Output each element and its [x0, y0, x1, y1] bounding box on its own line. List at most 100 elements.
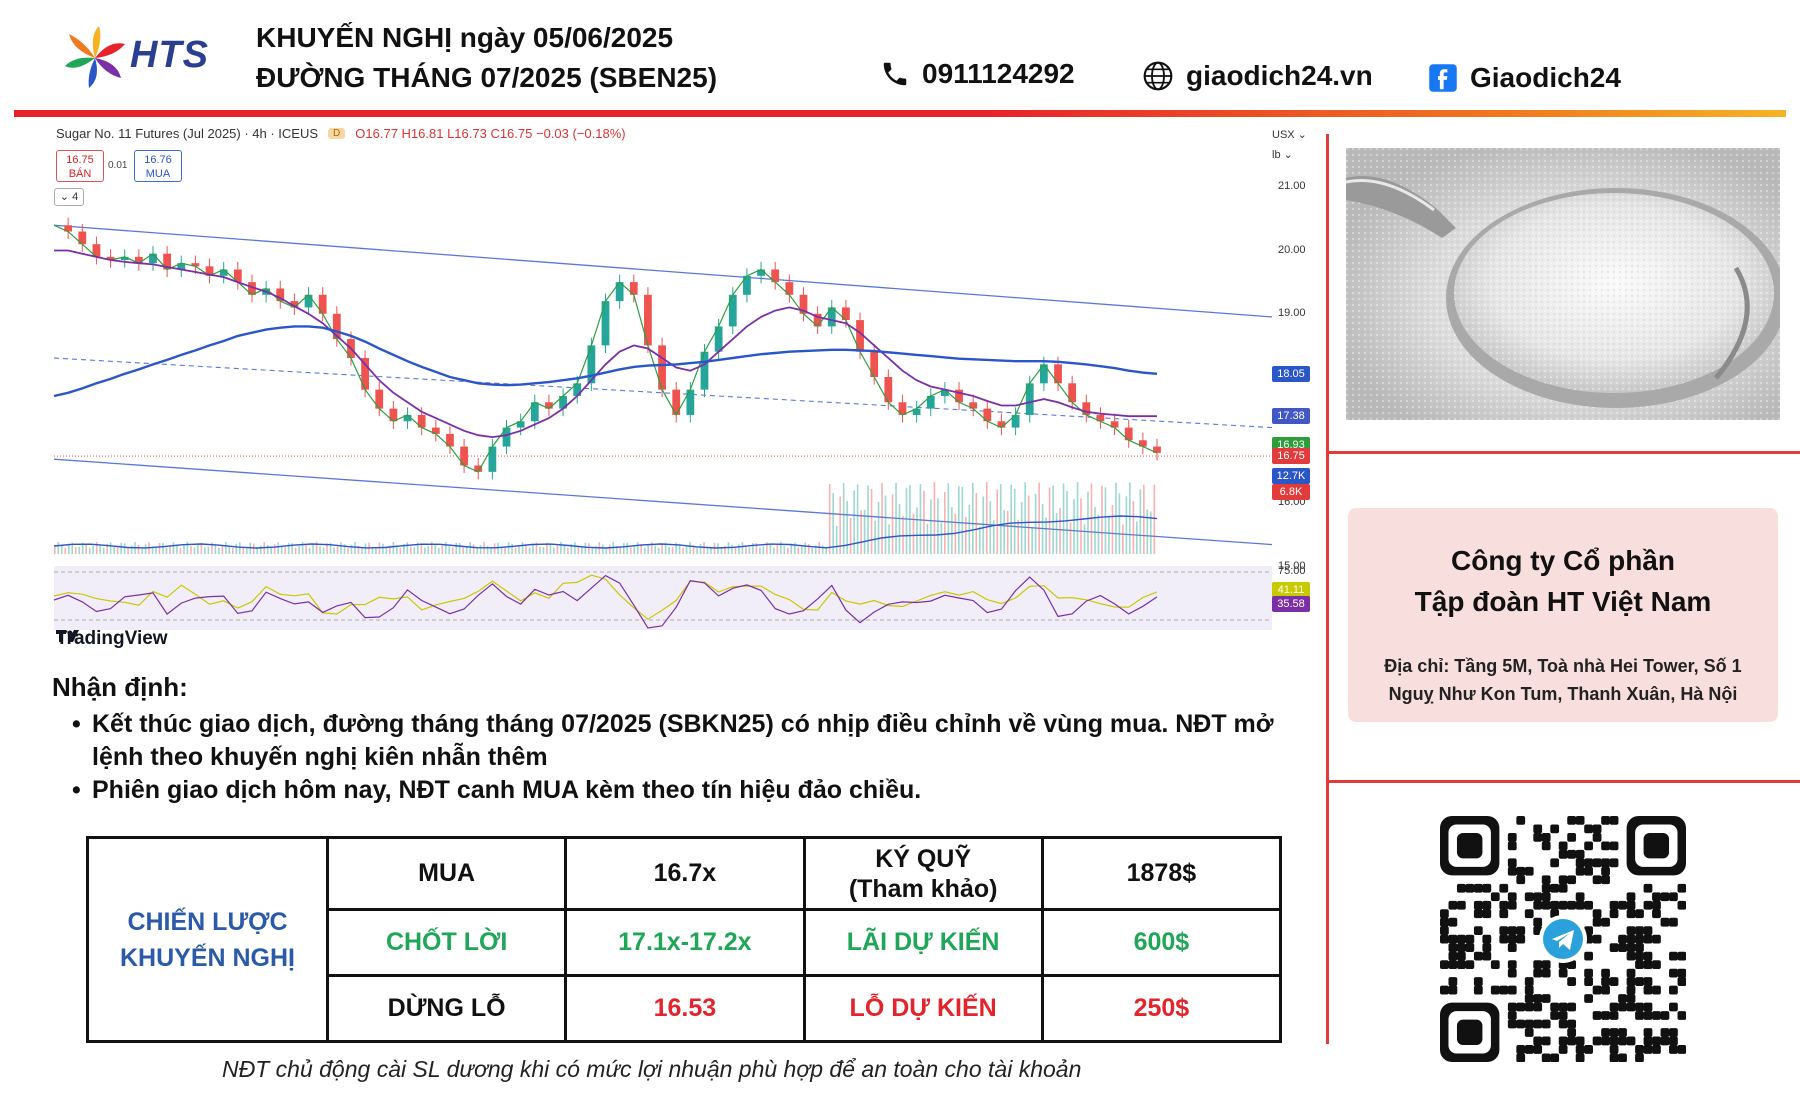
volume-bar: [640, 544, 643, 554]
qr-module: [1448, 943, 1458, 953]
qr-module: [1635, 960, 1644, 969]
qr-module: [1541, 960, 1551, 969]
qr-module: [1677, 1045, 1687, 1054]
qr-module: [1618, 943, 1627, 953]
candle-body: [1068, 383, 1077, 403]
sell-button[interactable]: 16.75 BÁN: [56, 150, 104, 182]
qr-module: [1643, 926, 1653, 936]
volume-bar: [1146, 509, 1149, 554]
volume-bar: [1101, 485, 1103, 554]
volume-bar: [734, 547, 737, 554]
volume-bar: [95, 542, 98, 554]
volume-bar: [284, 547, 286, 554]
qr-module: [1677, 883, 1687, 893]
volume-bar: [787, 547, 789, 554]
volume-bar: [465, 546, 468, 554]
qr-module: [1524, 892, 1534, 902]
candle-body: [1082, 402, 1091, 415]
website-contact[interactable]: giaodich24.vn: [1142, 60, 1373, 92]
qr-module: [1440, 909, 1449, 919]
telegram-qr-code[interactable]: [1440, 816, 1687, 1063]
volume-bar: [881, 482, 883, 554]
volume-bar: [238, 542, 241, 554]
currency-selector[interactable]: USX ⌄: [1272, 129, 1307, 141]
qr-module: [1575, 858, 1585, 868]
qr-module: [1643, 934, 1653, 944]
volume-bar: [476, 547, 478, 554]
qr-module: [1490, 960, 1500, 969]
qr-module: [1473, 909, 1483, 919]
volume-bar: [800, 546, 803, 554]
volume-bar: [535, 542, 538, 554]
volume-bar: [951, 507, 953, 554]
candle-body: [304, 294, 313, 308]
qr-module: [1465, 883, 1475, 893]
qr-module: [1609, 858, 1619, 868]
qr-module: [1482, 900, 1492, 910]
indicator-collapse-toggle[interactable]: ⌄ 4: [54, 188, 84, 206]
volume-bar: [521, 542, 524, 554]
qr-module: [1524, 1045, 1534, 1054]
volume-bar: [1115, 482, 1117, 554]
buy-button[interactable]: 16.76 MUA: [134, 150, 182, 182]
company-address: Địa chỉ: Tầng 5M, Toà nhà Hei Tower, Số …: [1358, 652, 1768, 708]
volume-bar: [706, 546, 709, 554]
volume-bar: [905, 488, 908, 554]
volume-bar: [902, 516, 904, 554]
company-name: Công ty Cổ phần Tập đoàn HT Việt Nam: [1348, 540, 1778, 622]
candle-body: [743, 275, 751, 295]
qr-module: [1584, 926, 1593, 936]
qr-module: [1584, 1045, 1593, 1054]
company-name-line2: Tập đoàn HT Việt Nam: [1414, 586, 1712, 617]
candle-body: [686, 389, 695, 415]
expected-loss-label-cell: LỖ DỰ KIẾN: [802, 974, 1044, 1043]
qr-module: [1550, 1002, 1560, 1012]
candle-body: [714, 326, 723, 352]
qr-module: [1533, 1002, 1543, 1012]
volume-bar: [207, 546, 210, 554]
volume-bar: [176, 544, 178, 554]
volume-bar: [654, 545, 656, 554]
y-tick-label: 15.00: [1278, 559, 1306, 572]
qr-module: [1584, 824, 1593, 834]
expected-profit-label-cell: LÃI DỰ KIẾN: [802, 908, 1044, 977]
qr-module: [1499, 926, 1509, 936]
volume-bar: [92, 545, 94, 554]
qr-module: [1601, 858, 1610, 868]
phone-contact[interactable]: 0911124292: [880, 58, 1075, 90]
strategy-title-line2: KHUYẾN NGHỊ: [119, 943, 295, 972]
qr-module: [1643, 960, 1653, 969]
qr-module: [1456, 943, 1466, 953]
volume-bar: [235, 543, 238, 554]
qr-module: [1516, 1019, 1526, 1029]
qr-module: [1609, 1002, 1619, 1012]
volume-bar: [745, 546, 747, 554]
qr-module: [1609, 816, 1619, 825]
unit-selector[interactable]: lb ⌄: [1272, 149, 1293, 161]
qr-module: [1618, 1053, 1627, 1063]
volume-bar: [1094, 506, 1096, 554]
qr-module: [1660, 1011, 1670, 1020]
qr-module: [1465, 934, 1475, 944]
qr-module: [1465, 943, 1475, 953]
candle-body: [502, 427, 511, 447]
volume-bar: [326, 543, 328, 554]
volume-bar: [305, 544, 307, 554]
volume-bar: [755, 542, 758, 554]
price-chart[interactable]: Sugar No. 11 Futures (Jul 2025) · 4h · I…: [52, 122, 1312, 652]
volume-bar: [490, 547, 492, 554]
candle-body: [884, 377, 893, 403]
volume-bar: [190, 545, 192, 554]
volume-bar: [546, 542, 548, 554]
volume-bar: [1041, 504, 1044, 554]
candle-body: [658, 345, 666, 390]
facebook-contact[interactable]: Giaodich24: [1428, 62, 1621, 94]
qr-module: [1584, 994, 1593, 1003]
volume-bar: [668, 547, 670, 554]
qr-module: [1567, 1036, 1577, 1046]
volume-bar: [888, 524, 890, 554]
qr-module: [1558, 1019, 1568, 1029]
qr-finder-core: [1456, 1019, 1483, 1046]
qr-module: [1541, 892, 1551, 902]
buy-label-cell: MUA: [325, 836, 568, 911]
